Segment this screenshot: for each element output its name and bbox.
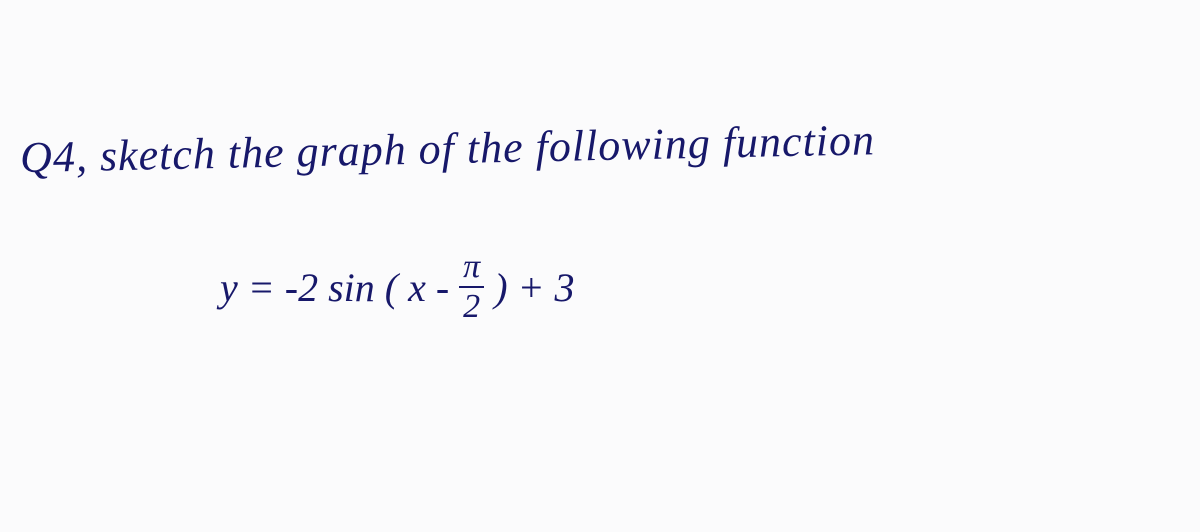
fraction-denominator: 2 [459, 290, 484, 324]
fraction-numerator: π [459, 250, 484, 284]
equation-left: y = -2 sin ( x - [220, 264, 449, 311]
equation: y = -2 sin ( x - π 2 ) + 3 [220, 250, 575, 324]
question-text: Q4, sketch the graph of the following fu… [20, 108, 1181, 183]
equation-right: ) + 3 [494, 264, 574, 311]
fraction-pi-over-2: π 2 [459, 250, 484, 324]
handwritten-page: Q4, sketch the graph of the following fu… [0, 0, 1200, 532]
